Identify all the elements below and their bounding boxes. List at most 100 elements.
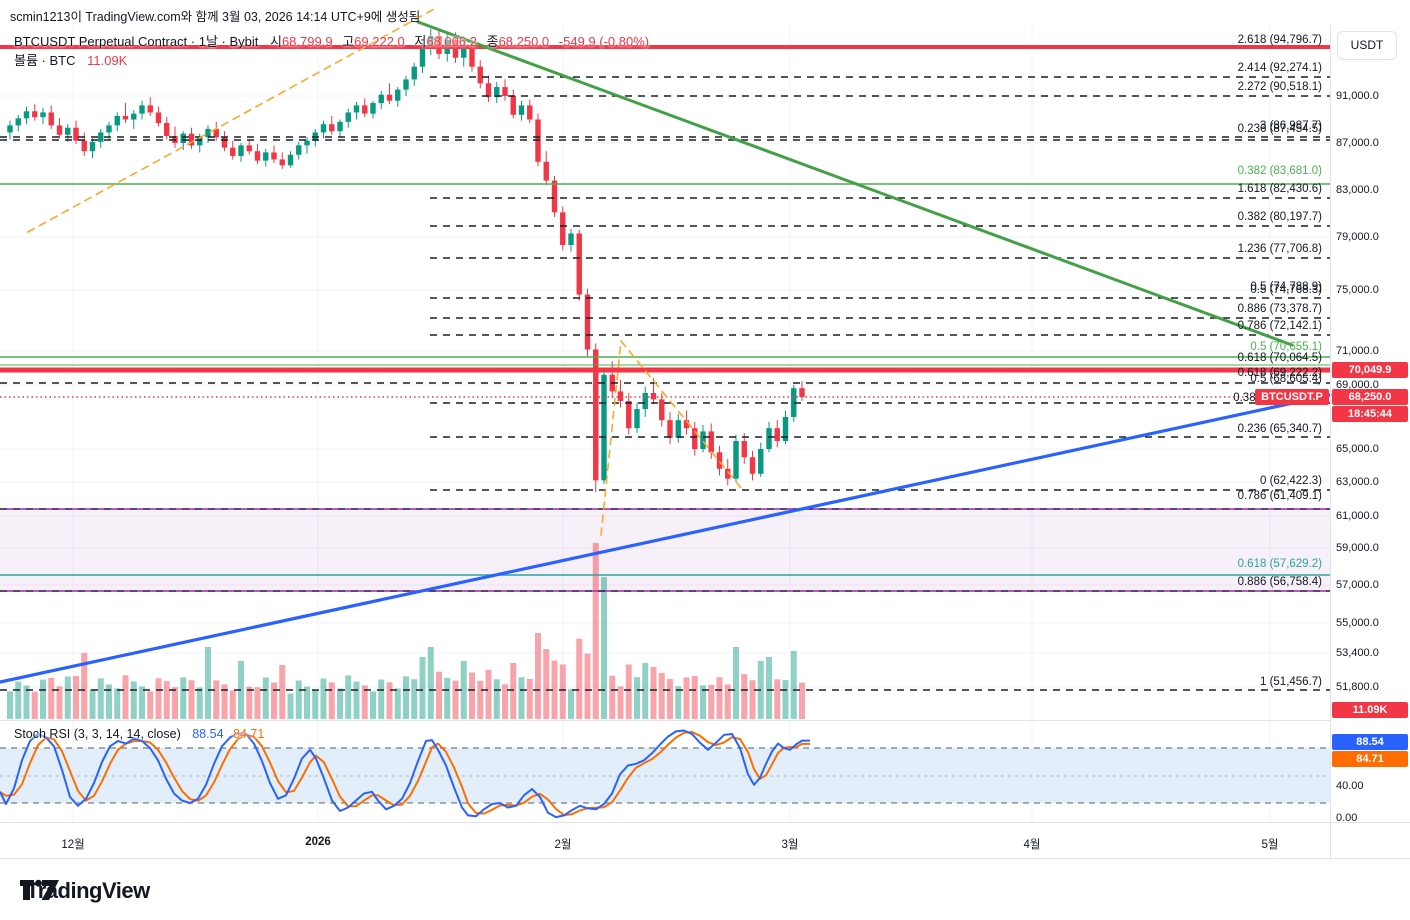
candlestick <box>205 128 211 138</box>
volume-bar <box>213 680 220 719</box>
price-tick-label: 91,000.0 <box>1336 90 1379 102</box>
candlestick <box>73 127 79 141</box>
volume-bar <box>196 687 203 719</box>
volume-bar <box>394 688 401 719</box>
candlestick <box>89 141 96 152</box>
candlestick <box>419 47 426 67</box>
volume-bar <box>254 687 261 719</box>
volume-bar <box>658 672 665 719</box>
scale-separator <box>1330 25 1331 858</box>
fib-level-label: 0.382 <box>1233 392 1262 404</box>
time-axis-label: 3월 <box>781 839 799 851</box>
fib-level-label: 0.236 (87,454.5) <box>1237 123 1322 135</box>
descending-resistance-trendline[interactable] <box>416 20 1294 347</box>
open-value: 68,799.9 <box>281 34 333 49</box>
volume-legend[interactable]: 볼륨 · BTC 11.09K <box>14 50 127 69</box>
volume-bar <box>799 682 805 719</box>
fib-level-label: 2.414 (92,274.1) <box>1237 62 1322 74</box>
volume-bar <box>122 675 129 719</box>
fib-level-label: 2.272 (90,518.1) <box>1237 81 1322 93</box>
currency-toggle-button[interactable]: USDT <box>1337 31 1397 60</box>
candlestick <box>725 468 731 479</box>
volume-bar <box>411 679 418 719</box>
volume-bar <box>378 679 385 719</box>
candlestick <box>461 45 467 58</box>
price-tick-label: 63,000.0 <box>1336 476 1379 488</box>
volume-bar <box>97 678 104 719</box>
volume-bar <box>518 677 525 719</box>
candlestick <box>692 428 698 449</box>
volume-bar <box>370 691 376 719</box>
candlestick <box>378 94 384 104</box>
candlestick <box>386 94 393 101</box>
volume-bar <box>262 677 269 719</box>
tradingview-logo[interactable]: TradingView <box>18 874 150 908</box>
candlestick <box>155 112 162 124</box>
stoch-k-value: 88.54 <box>192 727 224 741</box>
candlestick <box>197 137 203 146</box>
ascending-support-trendline[interactable] <box>0 393 1332 684</box>
orange-dashed-leg-up-trendline[interactable] <box>600 340 622 536</box>
candlestick <box>230 147 236 156</box>
volume-bar <box>568 689 574 719</box>
orange-dashed-leg-down-trendline[interactable] <box>620 340 743 490</box>
symbol-title[interactable]: BTCUSDT Perpetual Contract · 1날 · Bybit <box>14 34 259 49</box>
candlestick <box>81 140 87 152</box>
candlestick <box>576 233 582 295</box>
volume-badge: 11.09K <box>1332 702 1408 718</box>
stoch-k-line <box>0 729 810 819</box>
volume-bar <box>304 686 310 719</box>
volume-bar <box>188 680 195 719</box>
candlestick <box>551 180 558 213</box>
pane-separator[interactable] <box>0 720 1330 721</box>
volume-bar <box>790 651 797 719</box>
volume-bar <box>733 647 739 719</box>
price-tick-label: 83,000.0 <box>1336 184 1379 196</box>
candlestick <box>164 123 170 136</box>
volume-bar <box>526 679 533 719</box>
volume-bar <box>774 679 781 719</box>
volume-bar <box>48 678 55 719</box>
candlestick <box>221 137 228 148</box>
candlestick <box>23 111 30 119</box>
volume-bar <box>295 680 302 719</box>
volume-bar <box>155 678 162 719</box>
candlestick <box>650 393 657 400</box>
volume-bar <box>386 682 393 719</box>
time-axis-label: 2026 <box>305 836 331 848</box>
symbol-legend[interactable]: BTCUSDT Perpetual Contract · 1날 · Bybit … <box>14 31 649 50</box>
close-value: 68,250.0 <box>498 34 550 49</box>
fib-level-label: 0.618 (70,064.5) <box>1237 352 1322 364</box>
candlestick <box>799 388 805 397</box>
volume-bar <box>444 677 451 719</box>
volume-bar <box>625 664 632 719</box>
candlestick <box>683 420 690 429</box>
candlestick <box>617 391 624 401</box>
attribution-text: scmin1213이 TradingView.com와 함께 3월 03, 20… <box>10 10 421 24</box>
orange-dashed-channel-trendline[interactable] <box>27 7 437 233</box>
volume-bar <box>139 686 145 719</box>
candlestick <box>782 417 789 441</box>
high-value: 69,222.0 <box>354 34 405 49</box>
price-tick-label: 87,000.0 <box>1336 137 1379 149</box>
stoch-d-value: 84.71 <box>233 727 265 741</box>
volume-bar <box>279 665 286 719</box>
candlestick <box>395 89 401 101</box>
fib-level-label: 0.5 (74,788.9) <box>1250 281 1322 293</box>
fib-level-label: 0 (62,422.3) <box>1259 475 1322 487</box>
candlestick <box>733 441 739 479</box>
stoch-rsi-legend[interactable]: Stoch RSI (3, 3, 14, 14, close) 88.54 84… <box>14 727 264 741</box>
time-axis[interactable] <box>0 823 1410 858</box>
level-price-badge: 70,049.9 <box>1332 362 1408 378</box>
fib-level-label: 1 (51,456.7) <box>1259 676 1322 688</box>
candlestick <box>7 125 13 133</box>
fib-level-label: 1.236 (77,706.8) <box>1237 243 1322 255</box>
volume-bar <box>163 681 170 719</box>
volume-bar <box>642 663 649 719</box>
candlestick <box>131 113 137 120</box>
footer-separator <box>0 858 1410 859</box>
low-value: 68,006.2 <box>426 34 477 49</box>
stoch-rsi-title[interactable]: Stoch RSI (3, 3, 14, 14, close) <box>14 727 181 741</box>
volume-bar <box>287 693 294 719</box>
